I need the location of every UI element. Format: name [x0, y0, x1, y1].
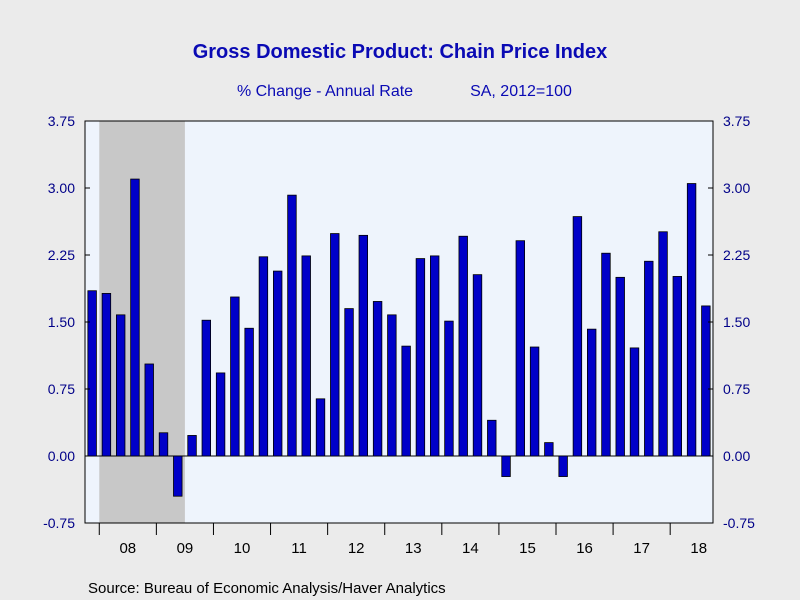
bar-2016Q2: [572, 216, 583, 457]
bar-2015Q4: [544, 442, 554, 457]
bar-2014Q3: [472, 274, 483, 457]
bar-2016Q3: [587, 328, 597, 457]
bar-2008Q3: [130, 178, 140, 457]
bar-2009Q4: [201, 319, 211, 457]
y-tick-label-right: 0.75: [723, 381, 750, 397]
x-tick-label-16: 16: [576, 540, 593, 557]
bar-2013Q1: [387, 314, 397, 457]
plot-border: [84, 120, 714, 524]
y-tick-label-right: 1.50: [723, 314, 750, 330]
y-tick-label-left: 3.00: [48, 180, 75, 196]
bar-2015Q2: [515, 240, 526, 457]
x-tick-label-10: 10: [234, 540, 251, 557]
y-tick-label-left: 3.75: [48, 113, 75, 129]
bar-2010Q3: [244, 327, 254, 457]
bar-2011Q2: [287, 194, 297, 457]
y-tick-label-left: 0.00: [48, 448, 75, 464]
bar-2014Q4: [487, 419, 497, 457]
y-tick-label-left: 2.25: [48, 247, 75, 263]
y-tick-label-left: 0.75: [48, 381, 75, 397]
chart-title: Gross Domestic Product: Chain Price Inde…: [193, 41, 608, 63]
bar-2011Q1: [272, 270, 283, 457]
bar-2017Q4: [658, 231, 668, 457]
bar-2018Q1: [672, 276, 683, 457]
x-tick-label-14: 14: [462, 540, 479, 557]
x-tick-label-17: 17: [633, 540, 650, 557]
chart-subtitle-right: SA, 2012=100: [470, 83, 572, 100]
bar-2007Q4: [87, 290, 97, 457]
x-tick-label-11: 11: [291, 540, 307, 557]
bar-2017Q3: [644, 260, 654, 457]
x-tick-label-09: 09: [177, 540, 194, 557]
bars-layer: [87, 178, 711, 497]
bar-2014Q1: [444, 320, 454, 457]
x-tick-label-12: 12: [348, 540, 365, 557]
x-tick-label-08: 08: [119, 540, 136, 557]
labels-layer: 3.75 3.75 3.00 3.00 2.25 2.25 1.50 1.50 0.75 0.75…: [43, 113, 755, 557]
bar-2013Q4: [429, 255, 440, 457]
recession-layer: [99, 121, 185, 523]
recession-shading: [99, 121, 185, 523]
y-tick-label-right: 0.00: [723, 448, 750, 464]
y-tick-label-right: 3.00: [723, 180, 750, 196]
x-tick-label-13: 13: [405, 540, 422, 557]
bar-2008Q4: [144, 363, 154, 457]
y-tick-label-right: 3.75: [723, 113, 750, 129]
bar-2014Q2: [458, 235, 468, 457]
bar-2009Q1: [158, 432, 169, 457]
x-tick-label-15: 15: [519, 540, 536, 557]
y-tick-label-right: 2.25: [723, 247, 750, 263]
bar-2016Q1: [558, 455, 568, 477]
bar-2018Q2: [686, 183, 697, 457]
bar-2013Q3: [415, 258, 426, 457]
bar-2010Q4: [258, 256, 269, 457]
bar-2010Q2: [230, 296, 240, 457]
bar-2009Q3: [187, 435, 197, 457]
bar-2015Q1: [501, 455, 511, 477]
bar-2016Q4: [601, 252, 611, 457]
bar-2012Q4: [372, 301, 383, 457]
bar-2008Q1: [101, 293, 112, 457]
bar-2015Q3: [529, 346, 540, 457]
bar-2018Q3: [701, 305, 711, 457]
bar-2011Q3: [301, 255, 311, 457]
bar-2012Q1: [330, 233, 340, 457]
y-tick-label-right: -0.75: [723, 515, 755, 531]
source-note: Source: Bureau of Economic Analysis/Have…: [88, 580, 446, 597]
bar-2011Q4: [315, 398, 326, 457]
y-tick-label-left: -0.75: [43, 515, 75, 531]
bar-2017Q2: [629, 347, 640, 457]
bar-2009Q2: [173, 455, 183, 497]
bar-2010Q1: [215, 372, 226, 457]
ticks-layer: [85, 120, 713, 535]
bar-2017Q1: [615, 276, 625, 457]
y-tick-label-left: 1.50: [48, 314, 75, 330]
bar-2012Q2: [344, 308, 354, 457]
chart-subtitle-left: % Change - Annual Rate: [237, 83, 413, 100]
bar-2013Q2: [401, 345, 411, 457]
x-tick-label-18: 18: [690, 540, 707, 557]
bar-2008Q2: [116, 314, 126, 457]
bar-2012Q3: [358, 234, 369, 457]
